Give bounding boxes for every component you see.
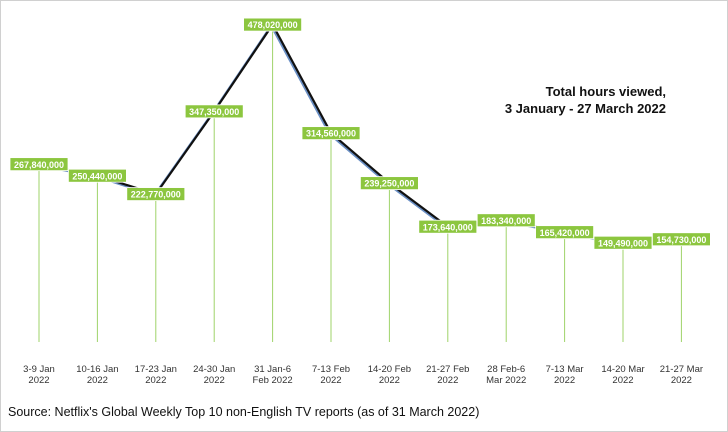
x-tick-label: 3-9 Jan 2022	[23, 364, 55, 386]
x-tick-label: 24-30 Jan 2022	[193, 364, 235, 386]
x-tick-label: 7-13 Feb 2022	[312, 364, 350, 386]
x-tick-label: 21-27 Mar 2022	[660, 364, 703, 386]
x-tick-label: 7-13 Mar 2022	[546, 364, 584, 386]
data-label-box	[359, 176, 419, 191]
data-label: 173,640,000	[423, 222, 473, 232]
data-label-box	[68, 168, 127, 183]
data-label: 239,250,000	[364, 179, 414, 189]
x-tick-label: 31 Jan-6 Feb 2022	[253, 364, 293, 386]
data-label-box	[9, 157, 69, 172]
data-label-box	[652, 232, 711, 247]
data-label: 314,560,000	[306, 129, 356, 139]
data-label-box	[535, 225, 594, 240]
data-label: 154,730,000	[656, 235, 706, 245]
data-label: 267,840,000	[14, 160, 64, 170]
chart-title-line-1: Total hours viewed,	[545, 84, 666, 99]
x-tick-label: 14-20 Feb 2022	[368, 364, 411, 386]
source-note: Source: Netflix's Global Weekly Top 10 n…	[8, 405, 480, 419]
x-tick-label: 28 Feb-6 Mar 2022	[486, 364, 526, 386]
data-label-box	[126, 187, 186, 201]
data-label: 250,440,000	[72, 171, 122, 181]
data-label-box	[243, 17, 303, 32]
x-tick-label: 17-23 Jan 2022	[135, 364, 177, 386]
data-label-box	[593, 235, 653, 250]
data-label: 478,020,000	[248, 20, 298, 30]
data-label: 222,770,000	[131, 190, 181, 200]
data-label-box	[184, 104, 244, 119]
chart-title-line-2: 3 January - 27 March 2022	[504, 101, 666, 116]
data-label: 149,490,000	[598, 238, 648, 248]
data-label: 347,350,000	[189, 107, 239, 117]
x-tick-label: 10-16 Jan 2022	[76, 364, 118, 386]
x-tick-label: 14-20 Mar 2022	[601, 364, 644, 386]
data-label: 165,420,000	[540, 228, 590, 238]
data-label: 183,340,000	[481, 216, 531, 226]
x-tick-label: 21-27 Feb 2022	[426, 364, 469, 386]
data-label-box	[476, 213, 536, 228]
data-label-box	[301, 126, 361, 141]
data-label-box	[418, 219, 478, 234]
